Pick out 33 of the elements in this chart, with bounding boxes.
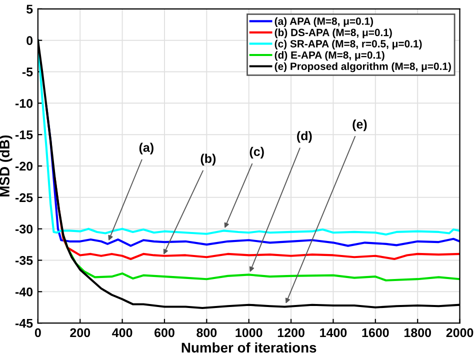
- y-tick-label: 0: [26, 36, 33, 45]
- annotation: (c): [250, 146, 264, 158]
- x-tick-label: 200: [70, 328, 90, 338]
- y-tick-label: 5: [26, 4, 33, 14]
- x-tick-label: 1000: [236, 328, 262, 338]
- x-tick-label: 400: [112, 328, 132, 338]
- x-axis-title: Number of iterations: [182, 342, 316, 353]
- x-tick-label: 0: [34, 328, 41, 338]
- annotation: (b): [200, 154, 216, 166]
- legend-label: (d) E-APA (M=8, μ=0.1): [274, 51, 384, 61]
- x-tick-label: 800: [196, 328, 217, 338]
- annotation: (a): [139, 142, 154, 154]
- annotation: (e): [352, 119, 367, 132]
- legend-label: (c) SR-APA (M=8, r=0.5, μ=0.1): [274, 40, 422, 50]
- x-tick-label: 1200: [278, 328, 304, 338]
- x-tick-label: 1600: [362, 328, 389, 338]
- legend-label: (e) Proposed algorithm (M=8, μ=0.1): [274, 62, 451, 72]
- y-tick-label: -35: [15, 256, 33, 265]
- y-tick-label: -15: [15, 130, 33, 140]
- y-tick-label: -5: [22, 68, 33, 76]
- x-tick-label: 600: [154, 328, 174, 338]
- y-tick-label: -25: [15, 193, 33, 202]
- x-tick-label: 2000: [446, 328, 474, 338]
- annotation: (d): [297, 131, 312, 143]
- y-tick-label: -45: [15, 319, 33, 328]
- legend-label: (a) APA (M=8, μ=0.1): [274, 17, 373, 27]
- x-tick-label: 1800: [404, 328, 431, 338]
- y-tick-label: -40: [15, 287, 33, 296]
- legend-label: (b) DS-APA (M=8, μ=0.1): [274, 28, 392, 38]
- y-tick-label: -30: [15, 224, 33, 234]
- x-tick-label: 1400: [320, 328, 347, 338]
- y-tick-label: -10: [15, 98, 33, 108]
- y-tick-label: -20: [15, 162, 33, 171]
